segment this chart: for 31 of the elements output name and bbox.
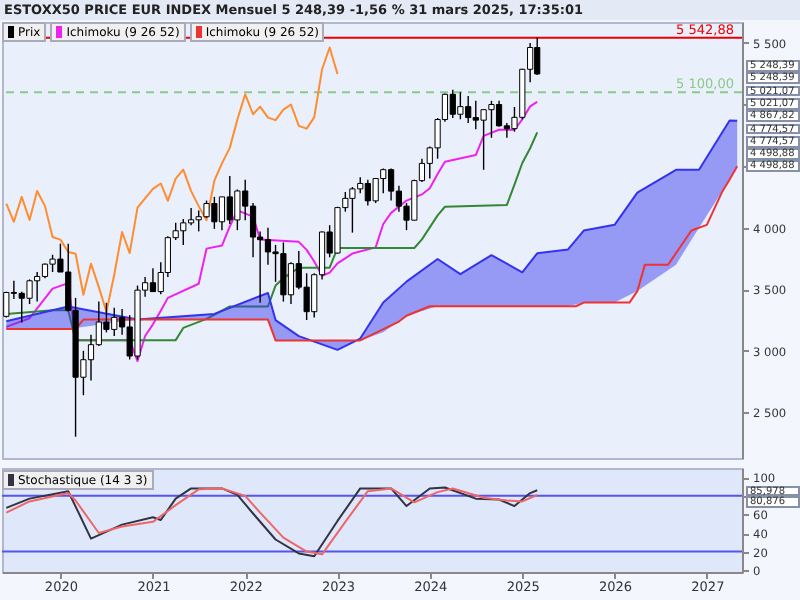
candlestick xyxy=(472,100,479,130)
candlestick xyxy=(372,177,379,204)
candlestick xyxy=(280,241,287,303)
candlestick xyxy=(264,226,272,266)
candlestick xyxy=(195,209,202,233)
line-series xyxy=(5,100,539,363)
candlestick xyxy=(380,167,387,194)
candlestick xyxy=(534,36,541,76)
candlestick xyxy=(287,261,295,305)
candlestick xyxy=(488,100,495,139)
candlestick xyxy=(387,167,395,202)
candlestick xyxy=(334,206,341,255)
candlestick xyxy=(364,178,371,207)
candlestick xyxy=(449,89,456,119)
candlestick xyxy=(211,196,218,230)
candlestick xyxy=(188,207,195,226)
candlestick xyxy=(26,278,33,305)
line-series xyxy=(5,131,539,342)
candlestick xyxy=(111,307,118,337)
line-series xyxy=(5,165,739,342)
candlestick xyxy=(465,95,472,124)
candlestick xyxy=(495,100,503,128)
line-series xyxy=(5,46,339,313)
candlestick xyxy=(218,196,226,231)
candlestick xyxy=(349,186,356,234)
candlestick xyxy=(34,271,41,303)
candlestick xyxy=(480,108,487,171)
candlestick xyxy=(457,91,464,120)
candlestick xyxy=(234,188,241,231)
candlestick xyxy=(226,175,233,225)
candlestick xyxy=(149,267,157,293)
